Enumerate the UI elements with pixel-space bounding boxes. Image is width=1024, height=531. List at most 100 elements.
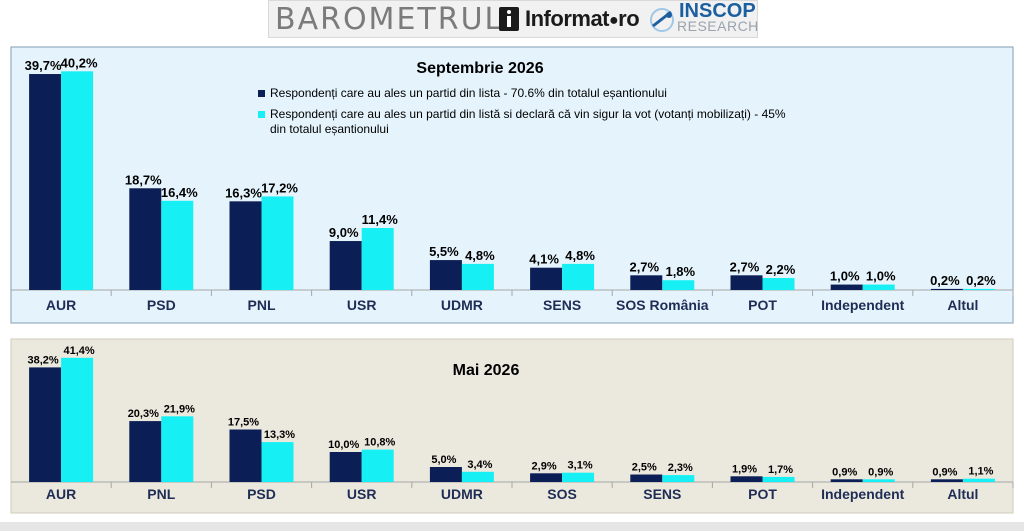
bar-udmr-s1 [429, 467, 462, 482]
category-label: POT [748, 297, 777, 313]
chart-title: Septembrie 2026 [416, 60, 543, 77]
category-label: Altul [947, 297, 978, 313]
data-label: 1,0% [830, 269, 860, 284]
bar-aur-s2 [61, 357, 94, 482]
data-label: 2,7% [629, 259, 659, 274]
bar-usr-s2 [361, 449, 394, 482]
category-label: PSD [247, 486, 276, 502]
bar-sens-s2 [662, 475, 695, 482]
category-label: Altul [947, 486, 978, 502]
data-label: 2,3% [668, 462, 693, 474]
data-label: 16,3% [225, 185, 262, 200]
bar-altul-s1 [930, 479, 963, 482]
bar-sos-rom-nia-s1 [630, 275, 663, 290]
category-label: PNL [147, 486, 175, 502]
data-label: 20,3% [128, 408, 159, 420]
chart-mai: Mai 2026 38,2% 41,4% AUR 20,3% 21,9% PNL 17,5% 1… [10, 338, 1014, 514]
bar-pot-s2 [762, 476, 795, 482]
data-label: 3,1% [568, 460, 593, 472]
data-label: 1,0% [866, 269, 896, 284]
bar-sens-s1 [530, 267, 563, 290]
bar-sens-s2 [562, 263, 595, 290]
data-label: 0,2% [930, 273, 960, 288]
bar-pot-s2 [762, 278, 795, 290]
bar-pot-s1 [730, 476, 763, 482]
bar-usr-s2 [361, 227, 394, 290]
data-label: 17,5% [228, 417, 259, 429]
legend-label-series2-cont: din totalul eșantionului [270, 122, 389, 136]
data-label: 38,2% [27, 354, 58, 366]
category-label: POT [748, 486, 777, 502]
informat-name: Informat [525, 6, 610, 31]
chart-title: Mai 2026 [453, 362, 520, 379]
inscop-research: RESEARCH [677, 18, 759, 34]
data-label: 0,2% [966, 273, 996, 288]
data-label: 5,0% [431, 454, 456, 466]
data-label: 0,9% [832, 466, 857, 478]
bar-udmr-s2 [461, 263, 494, 290]
data-label: 39,7% [25, 58, 62, 73]
info-icon [499, 7, 519, 31]
category-label: Independent [821, 297, 905, 313]
inscop-icon [650, 8, 674, 32]
chart-legend: Respondenți care au ales un partid din l… [258, 86, 786, 143]
data-label: 3,4% [467, 459, 492, 471]
category-label: USR [347, 297, 377, 313]
data-label: 0,9% [932, 466, 957, 478]
footer-strip [0, 522, 1024, 531]
bar-pnl-s2 [161, 416, 194, 482]
data-label: 13,3% [264, 429, 295, 441]
chart-septembrie: Septembrie 2026 39,7% 40,2% AUR 18,7%16,4% PS… [10, 46, 1014, 324]
data-label: 4,1% [529, 252, 559, 267]
bar-psd-s1 [129, 188, 162, 290]
bar-usr-s1 [329, 241, 362, 290]
data-label: 1,8% [665, 264, 695, 279]
bar-sos-rom-nia-s2 [662, 280, 695, 290]
legend-swatch-series1 [258, 90, 265, 97]
category-label: PNL [248, 297, 276, 313]
data-label: 40,2% [61, 55, 98, 70]
bar-independent-s2 [862, 284, 895, 290]
legend-item-series2: Respondenți care au ales un partid din l… [258, 107, 786, 137]
bar-psd-s1 [229, 429, 262, 482]
chart-panel-septembrie: Septembrie 2026 39,7% 40,2% AUR 18,7% 16,4% PS… [0, 44, 1024, 328]
category-label: Independent [821, 486, 905, 502]
category-label: PSD [147, 297, 176, 313]
bar-pnl-s1 [129, 421, 162, 482]
legend-swatch-series2 [258, 111, 265, 118]
data-label: 18,7% [125, 172, 162, 187]
legend-item-series1: Respondenți care au ales un partid din l… [258, 86, 786, 101]
data-label: 2,7% [730, 259, 760, 274]
data-label: 9,0% [329, 225, 359, 240]
informat-suffix: ro [618, 6, 640, 31]
data-label: 2,5% [632, 462, 657, 474]
category-label: SOS [547, 486, 577, 502]
data-label: 41,4% [63, 345, 94, 357]
data-label: 10,0% [328, 439, 359, 451]
bar-altul-s2 [962, 288, 995, 290]
category-label: USR [347, 486, 377, 502]
bar-udmr-s2 [461, 471, 494, 482]
data-label: 11,4% [362, 212, 399, 227]
legend-label-series1: Respondenți care au ales un partid din l… [270, 86, 667, 100]
bar-sens-s1 [630, 474, 663, 482]
inscop-logo: INSCOP [679, 0, 756, 22]
bar-udmr-s1 [429, 260, 462, 290]
category-label: UDMR [441, 297, 483, 313]
data-label: 2,9% [532, 460, 557, 472]
category-label: AUR [46, 297, 76, 313]
legend-label-series2: Respondenți care au ales un partid din l… [270, 107, 786, 121]
category-label: SOS România [616, 297, 709, 313]
bar-altul-s1 [930, 288, 963, 290]
bar-pnl-s2 [261, 196, 294, 290]
data-label: 5,5% [429, 244, 459, 259]
data-label: 16,4% [161, 185, 198, 200]
barometrul-logo: BAROMETRUL [275, 2, 504, 37]
data-label: 10,8% [364, 437, 395, 449]
data-label: 2,2% [766, 262, 796, 277]
data-label: 1,7% [768, 464, 793, 476]
bar-aur-s2 [61, 71, 94, 290]
bar-aur-s1 [29, 74, 62, 290]
category-label: SENS [543, 297, 581, 313]
informat-logo: Informat●ro [525, 6, 640, 31]
